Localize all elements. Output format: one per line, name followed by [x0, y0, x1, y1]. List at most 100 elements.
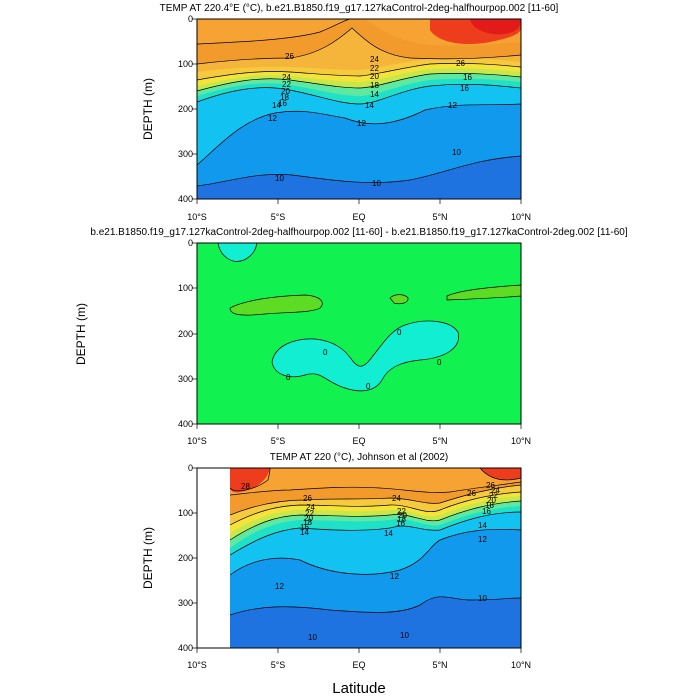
y-tick-label: 400: [178, 194, 193, 204]
fill-positive-mid: [389, 294, 409, 305]
fill-29-plus: [470, 19, 521, 35]
clabel: 20: [487, 496, 496, 505]
y-axis-label: DEPTH (m): [141, 78, 155, 140]
x-tick-label: 5°S: [271, 660, 286, 670]
panel1-y-axis: 0 100 200 300 400 DEPTH (m): [141, 14, 193, 204]
clabel: 18: [370, 81, 379, 90]
clabel: 24: [392, 494, 401, 503]
clabel: 14: [370, 90, 379, 99]
clabel: 10: [478, 594, 487, 603]
y-tick-label: 100: [178, 59, 193, 69]
panel2-contour-labels: 0 0 0 0 0: [286, 328, 442, 391]
clabel: 14: [272, 101, 281, 110]
clabel: 12: [357, 119, 366, 128]
clabel: 14: [478, 521, 487, 530]
clabel: 10: [372, 179, 381, 188]
panel1-x-axis: 10°S 5°S EQ 5°N 10°N: [187, 212, 531, 222]
clabel: 16: [300, 523, 309, 532]
clabel: 18: [397, 515, 406, 524]
clabel: 26: [456, 59, 465, 68]
clabel: 20: [281, 87, 290, 96]
panel3-title: TEMP AT 220 (°C), Johnson et al (2002): [270, 452, 449, 463]
fill-zero-band: [197, 243, 521, 424]
panel2-title: b.e21.B1850.f19_g17.127kaControl-2deg-ha…: [90, 227, 627, 238]
x-tick-label: 10°N: [511, 660, 531, 670]
panel3-contour-lines: [230, 468, 521, 616]
clabel: 22: [489, 491, 498, 500]
clabel: 0: [366, 382, 371, 391]
y-tick-label: 0: [188, 238, 193, 248]
fill-positive-left: [229, 294, 323, 316]
x-tick-label: 5°N: [432, 436, 447, 446]
panel-difference: b.e21.B1850.f19_g17.127kaControl-2deg-ha…: [74, 227, 628, 446]
x-axis-label: Latitude: [332, 680, 385, 697]
panel2-contour-fill: [197, 243, 521, 424]
clabel: 12: [478, 535, 487, 544]
panel3-ticks: [192, 467, 522, 653]
panel2-x-axis: 10°S 5°S EQ 5°N 10°N: [187, 436, 531, 446]
clabel: 12: [268, 114, 277, 123]
x-tick-label: 10°S: [187, 212, 207, 222]
fill-negative-snake: [271, 320, 459, 392]
clabel: 22: [397, 507, 406, 516]
panel3-y-axis: 0 100 200 300 400 DEPTH (m): [141, 463, 193, 653]
fill-26-28: [230, 468, 521, 495]
clabel: 10: [275, 174, 284, 183]
x-tick-label: 5°S: [271, 436, 286, 446]
panel3-contour-fill: [230, 468, 521, 648]
clabel: 22: [305, 509, 314, 518]
clabel: 0: [323, 348, 328, 357]
y-tick-label: 400: [178, 643, 193, 653]
clabel: 0: [286, 373, 291, 382]
clabel: 22: [282, 80, 291, 89]
clabel: 26: [467, 489, 476, 498]
panel1-contour-lines: [197, 19, 521, 187]
panel2-y-axis: 0 100 200 300 400 DEPTH (m): [74, 238, 193, 429]
clabel: 26: [486, 481, 495, 490]
clabel: 28: [241, 482, 250, 491]
y-tick-label: 300: [178, 374, 193, 384]
clabel: 16: [396, 519, 405, 528]
panel1-contour-labels: 26 24 22 20 18 16 14 12 10 26 24 22 20 1…: [268, 52, 472, 188]
x-tick-label: 10°N: [511, 436, 531, 446]
y-tick-label: 100: [178, 508, 193, 518]
x-tick-label: 10°N: [511, 212, 531, 222]
x-tick-label: 10°S: [187, 436, 207, 446]
x-tick-label: 5°S: [271, 212, 286, 222]
panel-observed-temperature: TEMP AT 220 (°C), Johnson et al (2002): [141, 452, 531, 670]
y-tick-label: 400: [178, 419, 193, 429]
clabel: 14: [300, 528, 309, 537]
clabel: 16: [278, 99, 287, 108]
clabel: 14: [365, 101, 374, 110]
panel1-ticks: [192, 18, 522, 204]
clabel: 10: [308, 633, 317, 642]
clabel: 20: [370, 72, 379, 81]
x-tick-label: 5°N: [432, 212, 447, 222]
panel2-ticks: [192, 242, 522, 429]
fill-28-plus-right: [480, 468, 521, 480]
clabel: 18: [485, 501, 494, 510]
y-axis-label: DEPTH (m): [74, 303, 88, 365]
y-axis-label: DEPTH (m): [141, 527, 155, 589]
clabel: 26: [303, 494, 312, 503]
clabel: 12: [448, 101, 457, 110]
clabel: 20: [304, 514, 313, 523]
panel-model-temperature: TEMP AT 220.4°E (°C), b.e21.B1850.f19_g1…: [141, 3, 559, 222]
panel1-contour-fill: [197, 19, 521, 199]
x-tick-label: EQ: [352, 660, 365, 670]
clabel: 20: [398, 511, 407, 520]
y-tick-label: 200: [178, 553, 193, 563]
clabel: 0: [437, 358, 442, 367]
clabel: 14: [384, 529, 393, 538]
clabel: 22: [370, 64, 379, 73]
fill-positive-right: [446, 284, 521, 301]
clabel: 12: [390, 572, 399, 581]
x-tick-label: EQ: [352, 436, 365, 446]
panel1-title: TEMP AT 220.4°E (°C), b.e21.B1850.f19_g1…: [160, 3, 559, 14]
clabel: 10: [400, 631, 409, 640]
clabel: 10: [452, 148, 461, 157]
x-tick-label: 5°N: [432, 660, 447, 670]
clabel: 16: [460, 84, 469, 93]
clabel: 24: [306, 503, 315, 512]
